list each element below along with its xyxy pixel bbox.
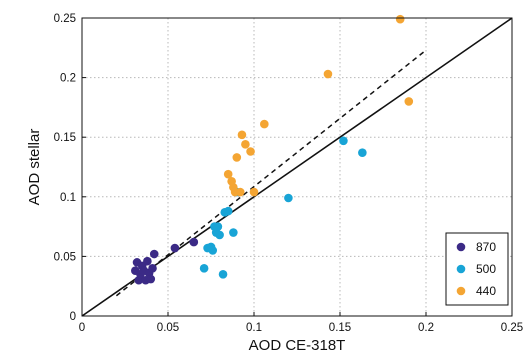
data-point bbox=[218, 269, 228, 279]
legend-item-870: 870 bbox=[456, 240, 496, 254]
y-tick-label: 0.2 bbox=[60, 73, 76, 85]
x-tick-label: 0.05 bbox=[157, 322, 179, 334]
data-point bbox=[229, 228, 238, 237]
data-point bbox=[237, 130, 247, 140]
data-points bbox=[131, 14, 414, 285]
legend-box bbox=[445, 232, 509, 306]
x-tick-label: 0 bbox=[79, 322, 85, 334]
legend-label: 870 bbox=[476, 240, 496, 254]
series-870 bbox=[131, 237, 199, 285]
legend-marker bbox=[456, 286, 466, 296]
x-tick-label: 0.15 bbox=[329, 322, 351, 334]
data-point bbox=[404, 97, 414, 106]
x-tick-label: 0.1 bbox=[246, 322, 262, 334]
data-point bbox=[208, 246, 218, 255]
y-tick-label: 0.05 bbox=[54, 251, 76, 263]
data-point bbox=[215, 230, 224, 240]
series-440 bbox=[223, 14, 414, 197]
data-point bbox=[149, 249, 159, 259]
data-point bbox=[148, 264, 157, 273]
data-point bbox=[246, 147, 255, 156]
data-point bbox=[146, 274, 156, 284]
y-axis-ticks: 0 0.05 0.1 0.15 0.2 0.25 bbox=[54, 13, 86, 323]
series-500 bbox=[199, 136, 367, 279]
data-point bbox=[223, 169, 233, 179]
data-point bbox=[213, 222, 223, 231]
dashed-fit-line bbox=[115, 49, 427, 297]
y-tick-label: 0.15 bbox=[54, 132, 76, 144]
legend-label: 440 bbox=[476, 284, 496, 298]
data-point bbox=[143, 256, 152, 266]
legend-item-500: 500 bbox=[456, 262, 496, 276]
data-point bbox=[395, 14, 405, 24]
data-point bbox=[323, 69, 333, 79]
data-point bbox=[189, 237, 199, 247]
legend: 870 500 440 bbox=[445, 232, 509, 306]
data-point bbox=[232, 153, 242, 162]
data-point bbox=[358, 148, 367, 157]
data-point bbox=[235, 187, 245, 197]
y-tick-label: 0 bbox=[70, 311, 76, 323]
data-point bbox=[260, 119, 269, 129]
grid-lines bbox=[82, 18, 512, 316]
data-point bbox=[170, 243, 180, 253]
x-axis-ticks: 0 0.05 0.1 0.15 0.2 0.25 bbox=[79, 312, 523, 334]
plot-area-frame bbox=[81, 17, 513, 317]
x-axis-label: AOD CE-318T bbox=[249, 337, 346, 354]
data-point bbox=[284, 193, 293, 203]
y-tick-label: 0.1 bbox=[60, 192, 76, 204]
legend-item-440: 440 bbox=[456, 284, 496, 298]
y-axis-label: AOD stellar bbox=[26, 129, 43, 206]
legend-label: 500 bbox=[476, 262, 496, 276]
data-point bbox=[249, 187, 259, 197]
x-tick-label: 0.2 bbox=[418, 322, 434, 334]
data-point bbox=[241, 140, 250, 149]
legend-marker bbox=[456, 242, 466, 252]
legend-marker bbox=[456, 264, 466, 274]
data-point bbox=[339, 136, 348, 146]
x-tick-label: 0.25 bbox=[501, 322, 523, 334]
data-point bbox=[223, 206, 233, 216]
data-point bbox=[199, 264, 209, 273]
y-tick-label: 0.25 bbox=[54, 13, 76, 25]
